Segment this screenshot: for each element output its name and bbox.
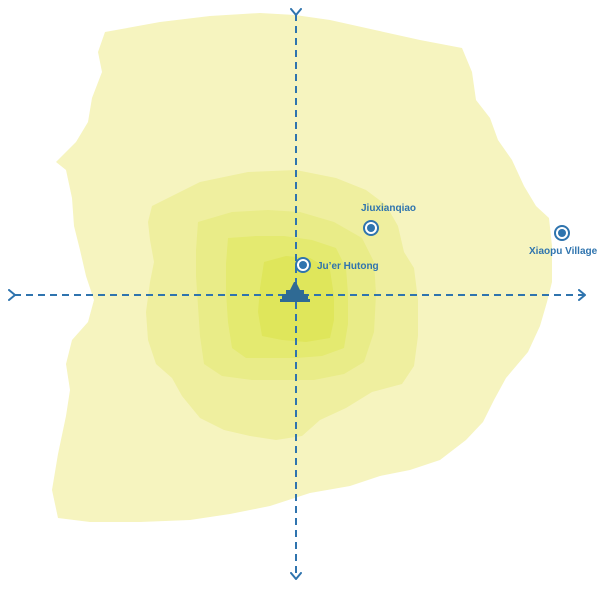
label-juer-hutong[interactable]: Ju’er Hutong: [317, 261, 379, 272]
place-marker-icon[interactable]: [295, 257, 311, 273]
city-gate-icon: [280, 282, 310, 302]
place-marker-icon[interactable]: [554, 225, 570, 241]
label-jiuxianqiao[interactable]: Jiuxianqiao: [361, 203, 417, 214]
label-xiaopu-village[interactable]: Xiaopu Village: [529, 246, 598, 257]
place-marker-icon[interactable]: [363, 220, 379, 236]
